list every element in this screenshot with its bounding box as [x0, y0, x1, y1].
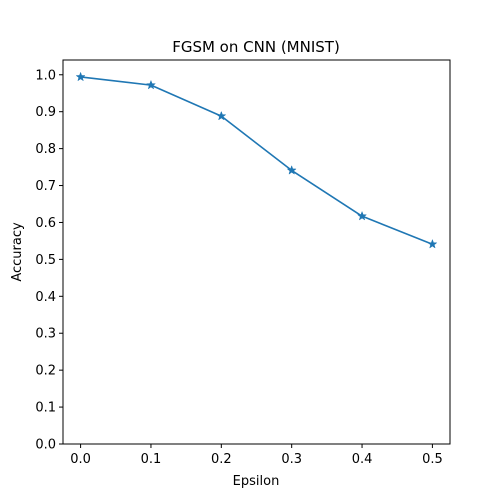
y-tick-label: 0.9: [35, 105, 56, 120]
y-tick-label: 1.0: [35, 68, 56, 83]
x-tick-label: 0.3: [281, 452, 302, 467]
series-layer: [75, 71, 438, 249]
y-axis-label: Accuracy: [10, 222, 25, 282]
y-tick-label: 0.7: [35, 179, 56, 194]
y-tick-label: 0.2: [35, 364, 56, 379]
y-axis: 0.0 0.1 0.2 0.3 0.4 0.5 0.6 0.7 0.8 0.9 1.0: [35, 68, 63, 453]
chart-title: FGSM on CNN (MNIST): [172, 38, 340, 56]
y-tick-label: 0.1: [35, 401, 56, 416]
x-tick-label: 0.0: [70, 452, 91, 467]
data-point: [286, 165, 297, 175]
x-axis: 0.0 0.1 0.2 0.3 0.4 0.5: [70, 444, 443, 467]
plot-frame: [62, 59, 451, 445]
y-tick-label: 0.0: [35, 438, 56, 453]
data-point: [145, 79, 157, 90]
y-tick-label: 0.3: [35, 327, 56, 342]
data-point: [427, 238, 438, 249]
x-tick-label: 0.2: [211, 452, 232, 467]
y-tick-label: 0.8: [35, 142, 56, 157]
x-tick-label: 0.5: [422, 452, 443, 467]
y-tick-label: 0.4: [35, 290, 56, 305]
data-point: [356, 210, 368, 221]
x-tick-label: 0.4: [352, 452, 373, 467]
data-point: [75, 71, 86, 82]
x-axis-label: Epsilon: [233, 474, 280, 489]
series-line: [80, 76, 433, 245]
data-point: [216, 110, 227, 121]
y-tick-label: 0.6: [35, 216, 56, 231]
y-tick-label: 0.5: [35, 253, 56, 268]
x-tick-label: 0.1: [141, 452, 162, 467]
